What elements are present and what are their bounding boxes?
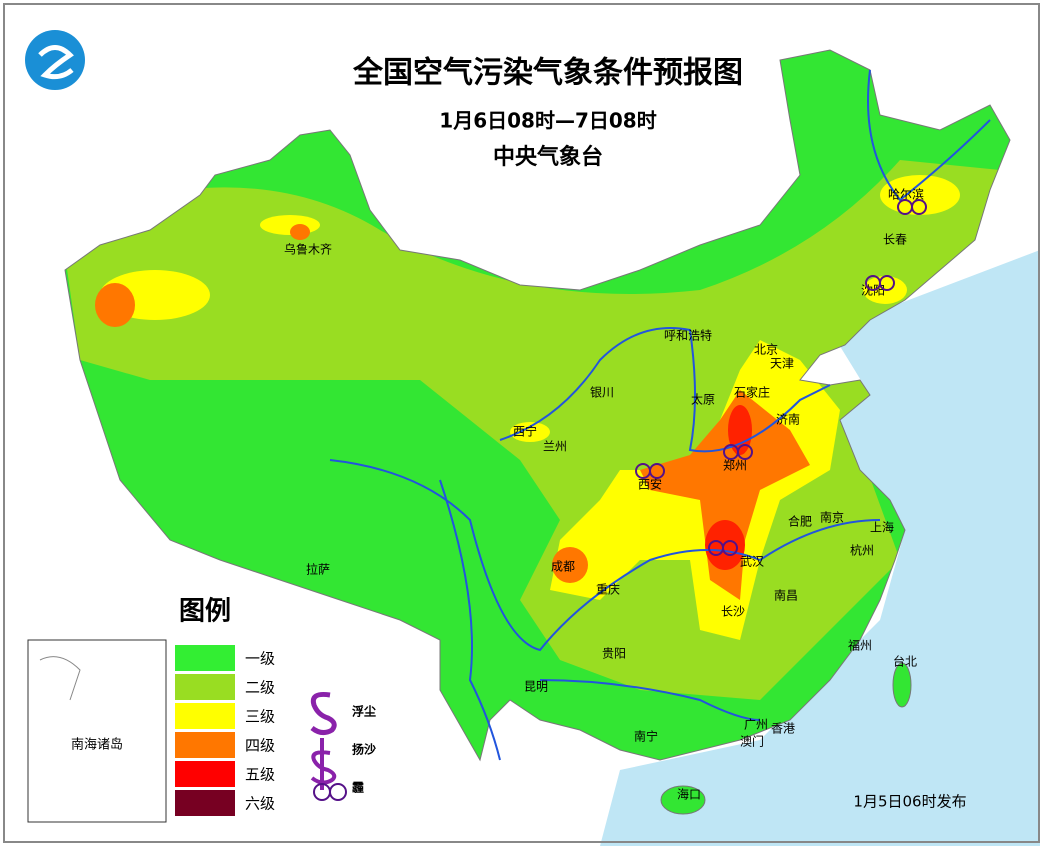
haze-mark xyxy=(649,463,665,479)
rivers xyxy=(329,69,991,761)
frame xyxy=(3,3,1040,843)
city-label: 长春 xyxy=(883,233,907,247)
haze-mark xyxy=(737,444,753,460)
legend-symbol-label: 扬沙 xyxy=(352,742,376,757)
city-label: 澳门 xyxy=(740,734,764,749)
city-label: 郑州 xyxy=(723,458,747,473)
city-label: 天津 xyxy=(770,357,794,371)
legend-swatch xyxy=(175,703,235,729)
sea xyxy=(600,250,1040,846)
city-label: 乌鲁木齐 xyxy=(284,242,332,257)
legend-label: 二级 xyxy=(245,679,275,697)
legend-title: 图例 xyxy=(179,597,231,627)
issued: 1月5日06时发布 xyxy=(853,793,966,811)
haze-mark xyxy=(911,199,927,215)
city-label: 长沙 xyxy=(721,605,745,619)
city-label: 昆明 xyxy=(524,680,548,694)
haze-symbols xyxy=(635,199,927,556)
legend-label: 三级 xyxy=(245,708,275,726)
city-label: 北京 xyxy=(754,343,778,357)
taiwan xyxy=(892,662,912,708)
legend-label: 五级 xyxy=(245,766,275,784)
legend-swatch xyxy=(175,645,235,671)
period: 1月6日08时—7日08时 xyxy=(439,109,656,133)
sand-icon xyxy=(310,738,337,790)
logo xyxy=(25,30,85,90)
city-label: 哈尔滨 xyxy=(888,187,924,202)
hainan xyxy=(660,785,706,815)
city-label: 上海 xyxy=(870,520,894,535)
city-label: 西安 xyxy=(638,477,662,492)
haze-mark xyxy=(722,540,738,556)
city-label: 济南 xyxy=(776,412,800,427)
inset xyxy=(27,639,167,823)
legend-label: 一级 xyxy=(245,650,275,668)
city-label: 兰州 xyxy=(543,440,567,454)
city-label: 杭州 xyxy=(850,543,874,558)
city-label: 贵阳 xyxy=(602,647,626,661)
legend-swatch xyxy=(175,732,235,758)
city-label: 广州 xyxy=(744,718,768,732)
title: 全国空气污染气象条件预报图 xyxy=(352,56,743,91)
dust-icon xyxy=(310,692,337,736)
legend-label: 六级 xyxy=(245,795,275,813)
issuer: 中央气象台 xyxy=(493,144,603,170)
city-label: 南宁 xyxy=(634,729,658,744)
city-label: 海口 xyxy=(677,787,701,802)
legend-symbol-label: 霾 xyxy=(352,781,364,795)
haze-icon xyxy=(313,783,347,801)
city-label: 南京 xyxy=(820,510,844,525)
city-label: 合肥 xyxy=(788,514,812,529)
city-label: 福州 xyxy=(848,638,872,653)
city-label: 呼和浩特 xyxy=(664,328,712,343)
legend-label: 四级 xyxy=(245,737,275,755)
legend-swatch xyxy=(175,674,235,700)
legend-symbol-label: 浮尘 xyxy=(352,704,376,719)
city-label: 香港 xyxy=(771,722,795,736)
city-label: 南昌 xyxy=(774,588,798,603)
city-label: 台北 xyxy=(893,654,917,669)
city-label: 重庆 xyxy=(596,583,620,597)
city-label: 西宁 xyxy=(513,424,537,439)
city-label: 太原 xyxy=(691,392,715,407)
inset-label: 南海诸岛 xyxy=(71,737,123,753)
city-label: 石家庄 xyxy=(734,385,770,400)
legend-swatch xyxy=(175,761,235,787)
legend-swatch xyxy=(175,790,235,816)
inset-coast xyxy=(39,656,81,701)
city-label: 银川 xyxy=(590,386,614,400)
haze-mark xyxy=(879,275,895,291)
logo-mark xyxy=(38,45,74,80)
city-label: 武汉 xyxy=(740,555,764,569)
city-label: 成都 xyxy=(551,560,575,574)
city-label: 拉萨 xyxy=(306,562,330,577)
